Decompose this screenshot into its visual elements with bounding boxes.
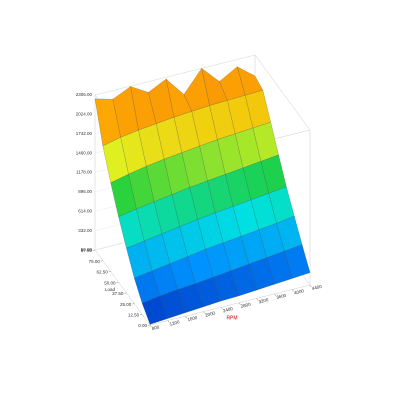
- z-tick-label: 1178.00: [76, 170, 92, 175]
- x-tick: [185, 315, 188, 319]
- y-tick: [132, 303, 135, 305]
- x-tick: [292, 289, 294, 292]
- x-tick-label: 1600: [187, 315, 198, 322]
- y-axis-title: Load: [105, 287, 116, 292]
- y-tick-label: 87.50: [81, 248, 93, 253]
- x-tick-label: 800: [151, 324, 160, 331]
- x-tick: [203, 311, 205, 314]
- y-tick: [124, 292, 127, 294]
- z-tick-label: 2306.00: [76, 92, 93, 97]
- surface-cell: [141, 295, 168, 325]
- y-tick-label: 12.50: [128, 312, 140, 317]
- y-tick-label: 75.00: [89, 259, 101, 264]
- x-tick: [220, 307, 223, 310]
- y-tick: [147, 324, 151, 326]
- x-axis-title: RPM: [226, 315, 237, 321]
- x-tick-label: 1200: [169, 319, 180, 326]
- x-tick-label: 2400: [222, 306, 233, 313]
- x-tick-label: 3200: [258, 297, 269, 304]
- z-tick-label: 896.00: [78, 189, 92, 194]
- z-tick-label: 1460.00: [76, 150, 93, 155]
- x-tick: [256, 298, 259, 301]
- x-tick: [149, 324, 152, 328]
- y-tick: [100, 260, 103, 262]
- x-tick: [238, 302, 241, 305]
- y-tick: [140, 314, 143, 315]
- x-tick: [274, 293, 277, 297]
- y-tick-label: 0.00: [138, 323, 147, 328]
- x-tick-label: 2800: [240, 302, 251, 309]
- z-grid-line: [94, 54, 256, 96]
- x-tick: [309, 284, 312, 288]
- y-tick-label: 25.00: [120, 302, 132, 307]
- y-tick: [116, 281, 119, 283]
- x-tick-label: 3600: [276, 293, 287, 300]
- x-tick-label: 2000: [205, 310, 216, 317]
- z-tick-label: 50.00: [81, 247, 93, 252]
- z-tick-label: 332.00: [78, 228, 92, 233]
- z-tick-label: 614.00: [78, 208, 92, 213]
- y-tick: [108, 271, 111, 273]
- y-tick-label: 62.50: [96, 270, 108, 275]
- x-tick-label: 4000: [294, 288, 305, 295]
- z-tick-label: 2024.00: [76, 112, 93, 117]
- y-tick-label: 37.50: [112, 291, 124, 296]
- z-tick-label: 1742.00: [76, 131, 93, 136]
- y-tick: [92, 249, 96, 251]
- x-tick-label: 4400: [311, 284, 322, 291]
- x-tick: [167, 320, 170, 323]
- y-tick-label: 50.00: [104, 280, 116, 285]
